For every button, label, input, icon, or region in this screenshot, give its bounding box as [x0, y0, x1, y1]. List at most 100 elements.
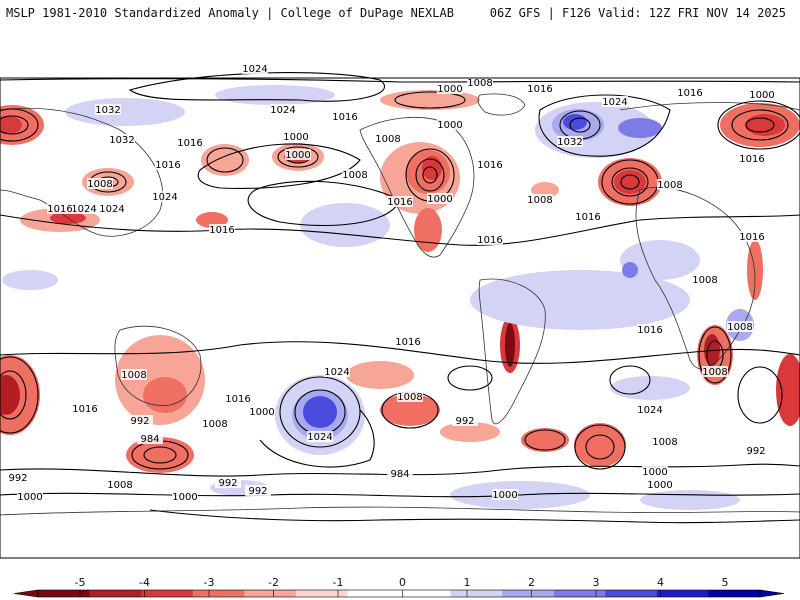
colorbar-left-arrow — [13, 589, 39, 598]
isobar — [279, 376, 361, 448]
isobar-label: 1016 — [387, 197, 412, 208]
isobar-label-bg — [95, 104, 121, 115]
colorbar-right-arrow — [759, 589, 785, 598]
isobar-label-bg — [177, 137, 203, 148]
isobar — [574, 424, 626, 470]
anomaly-blob — [380, 394, 440, 426]
anomaly-blob — [0, 375, 20, 415]
isobar-label-bg — [215, 477, 241, 488]
isobar-label-bg — [677, 87, 703, 98]
isobar-label-bg — [427, 193, 453, 204]
greenland-coast — [477, 93, 526, 116]
colorbar-tick-label: -4 — [139, 576, 150, 589]
colorbar-swatch — [656, 590, 709, 597]
isobar-label: 992 — [130, 416, 149, 427]
colorbar-outline — [37, 589, 761, 598]
isobar-label-bg — [743, 445, 769, 456]
isobar — [731, 109, 789, 141]
isobar-label-bg — [375, 133, 401, 144]
isobar-label: 1016 — [575, 212, 600, 223]
colorbar-tick-label: -2 — [268, 576, 279, 589]
isobar-label-bg — [647, 479, 673, 490]
isobar-label-bg — [72, 403, 98, 414]
colorbar-tick-label: -3 — [204, 576, 215, 589]
isobar-label-bg — [637, 324, 663, 335]
isobar — [611, 167, 649, 197]
isobar — [0, 78, 800, 83]
anomaly-blob — [201, 144, 249, 176]
anomaly-blob — [126, 437, 194, 473]
isobar-label-bg — [395, 336, 421, 347]
isobar-label-bg — [245, 485, 271, 496]
isobar — [524, 429, 566, 451]
isobar — [0, 115, 29, 135]
isobar-label-bg — [127, 415, 153, 426]
isobar-label-bg — [5, 472, 31, 483]
colorbar-swatch — [38, 590, 91, 597]
isobar-label: 1008 — [657, 180, 682, 191]
isobar-label: 1016 — [177, 138, 202, 149]
colorbar-swatch — [605, 590, 658, 597]
isobar-label-bg — [342, 169, 368, 180]
isobar-label-bg — [477, 234, 503, 245]
isobar — [620, 174, 640, 190]
isobar-label: 1016 — [677, 88, 702, 99]
isobar-label: 1032 — [557, 137, 582, 148]
isobar-label: 1016 — [527, 84, 552, 95]
isobar — [259, 409, 375, 468]
isobar-label: 1016 — [155, 160, 180, 171]
colorbar-swatch — [347, 590, 400, 597]
colorbar-swatch — [708, 590, 761, 597]
isobar-label: 1016 — [72, 404, 97, 415]
isobar — [143, 446, 177, 464]
isobar-label: 1000 — [249, 407, 274, 418]
isobar — [609, 365, 651, 395]
eurasia-coast — [0, 102, 800, 237]
isobar-label: 1000 — [647, 480, 672, 491]
isobar-label: 1008 — [652, 437, 677, 448]
isobar-label-bg — [575, 211, 601, 222]
isobar-label: 1008 — [692, 275, 717, 286]
anomaly-blob — [346, 361, 414, 389]
isobar-label: 1016 — [739, 232, 764, 243]
isobar — [569, 117, 591, 133]
isobar-label-bg — [283, 131, 309, 142]
isobar-label: 1000 — [285, 150, 310, 161]
anomaly-blob — [0, 116, 22, 134]
isobar-label-bg — [270, 104, 296, 115]
isobar — [717, 100, 800, 150]
isobar-label-bg — [387, 196, 413, 207]
isobar-label: 1000 — [642, 467, 667, 478]
model-run-label: 06Z GFS | F126 Valid: 12Z FRI NOV 14 202… — [489, 6, 786, 20]
isobar — [394, 91, 466, 109]
isobar-label-bg — [492, 489, 518, 500]
map-border — [0, 77, 800, 559]
south-america-coast — [478, 278, 546, 425]
isobar-label: 1024 — [307, 432, 332, 443]
anomaly-blob — [640, 490, 740, 510]
isobar-label-bg — [642, 466, 668, 477]
isobar-label-bg — [602, 96, 628, 107]
isobar-label: 1016 — [395, 337, 420, 348]
anomaly-blob — [747, 240, 763, 300]
anomaly-blob — [380, 90, 480, 110]
isobar-label-bg — [657, 179, 683, 190]
anomaly-blob — [614, 170, 646, 194]
isobar-label-bg — [727, 321, 753, 332]
isobar-label-bg — [155, 159, 181, 170]
isobar-label-bg — [332, 111, 358, 122]
anomaly-blob — [215, 85, 335, 105]
isobar-label-bg — [202, 418, 228, 429]
isobar-label: 1000 — [17, 492, 42, 503]
isobar-label: 1016 — [477, 235, 502, 246]
isobar-label-bg — [739, 153, 765, 164]
isobar-label: 992 — [746, 446, 765, 457]
isobar-label: 1024 — [152, 192, 177, 203]
isobar-label: 1000 — [492, 490, 517, 501]
isobar-label-bg — [749, 89, 775, 100]
anomaly-blob — [574, 423, 626, 467]
isobar-label: 1008 — [342, 170, 367, 181]
isobar-label: 1000 — [749, 90, 774, 101]
anomaly-blob — [414, 208, 442, 252]
isobar-label: 1008 — [107, 480, 132, 491]
